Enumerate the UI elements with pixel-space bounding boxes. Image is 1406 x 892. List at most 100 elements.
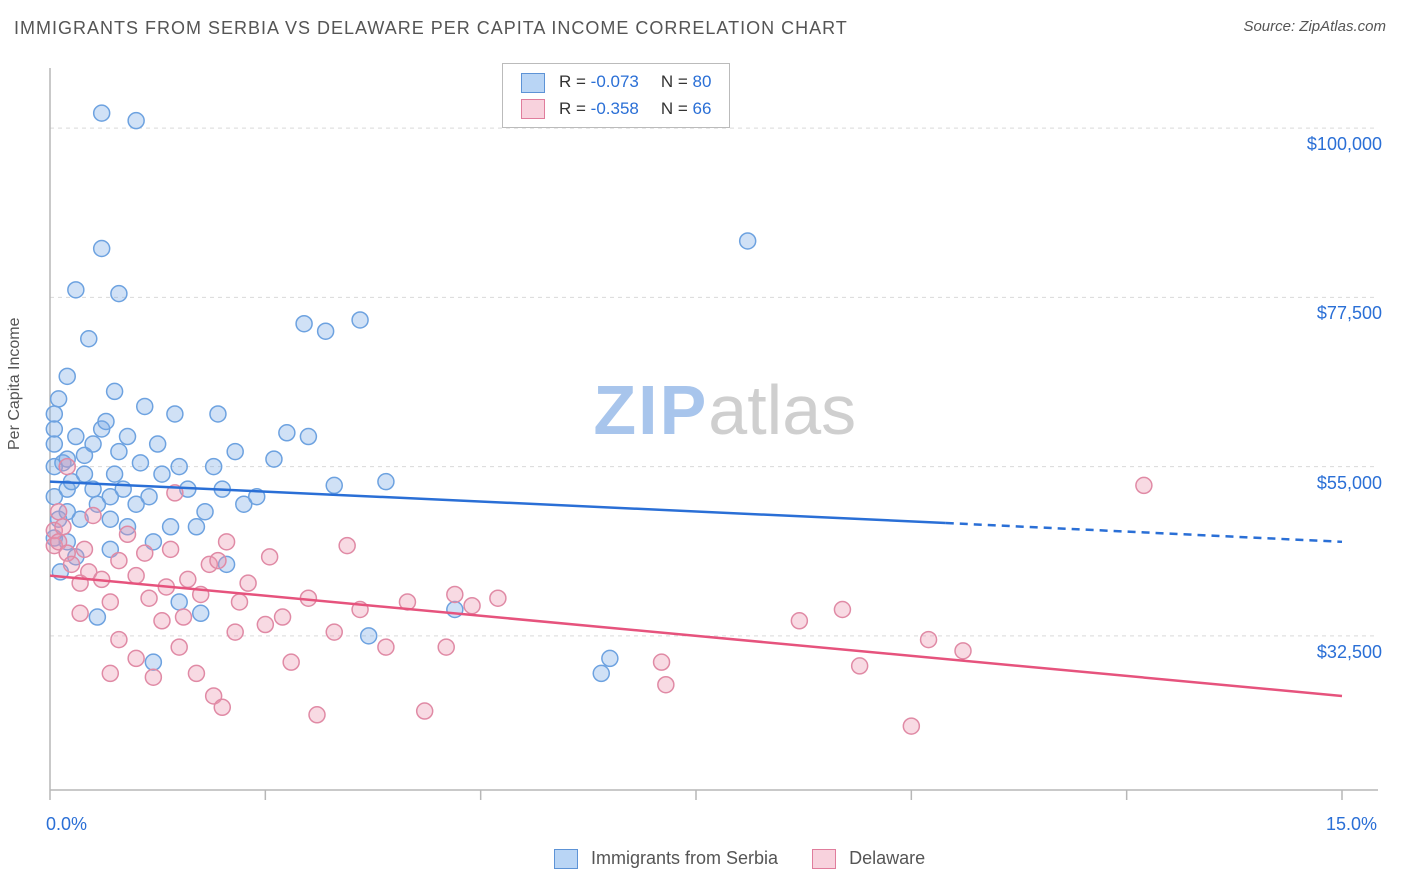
legend-row-delaware: R = -0.358N = 66 [515, 97, 717, 122]
legend-swatch-serbia [521, 73, 545, 93]
data-point-delaware [326, 624, 342, 640]
data-point-serbia [378, 474, 394, 490]
data-point-delaware [1136, 477, 1152, 493]
data-point-serbia [46, 406, 62, 422]
data-point-delaware [257, 617, 273, 633]
data-point-serbia [300, 429, 316, 445]
data-point-serbia [128, 113, 144, 129]
data-point-delaware [141, 590, 157, 606]
data-point-serbia [279, 425, 295, 441]
x-axis-min-label: 0.0% [46, 814, 87, 835]
data-point-delaware [64, 556, 80, 572]
data-point-serbia [210, 406, 226, 422]
y-tick-label: $32,500 [1282, 642, 1382, 663]
data-point-delaware [283, 654, 299, 670]
scatter-plot: ZIPatlas R = -0.073N = 80R = -0.358N = 6… [44, 60, 1384, 820]
data-point-delaware [214, 699, 230, 715]
legend-row-serbia: R = -0.073N = 80 [515, 70, 717, 95]
data-point-delaware [903, 718, 919, 734]
data-point-delaware [154, 613, 170, 629]
data-point-serbia [68, 429, 84, 445]
data-point-serbia [206, 459, 222, 475]
legend-swatch-delaware [521, 99, 545, 119]
data-point-delaware [210, 553, 226, 569]
data-point-delaware [111, 553, 127, 569]
data-point-serbia [361, 628, 377, 644]
n-label: N = [661, 99, 693, 118]
data-point-serbia [227, 444, 243, 460]
data-point-serbia [593, 665, 609, 681]
data-point-serbia [197, 504, 213, 520]
y-tick-label: $77,500 [1282, 303, 1382, 324]
data-point-delaware [219, 534, 235, 550]
data-point-delaware [188, 665, 204, 681]
data-point-delaware [72, 605, 88, 621]
data-point-serbia [68, 282, 84, 298]
n-value-serbia: 80 [693, 72, 712, 91]
data-point-serbia [154, 466, 170, 482]
data-point-delaware [51, 504, 67, 520]
data-point-serbia [171, 459, 187, 475]
data-point-delaware [120, 526, 136, 542]
data-point-serbia [46, 421, 62, 437]
trend-line-serbia-extrapolated [946, 523, 1342, 542]
data-point-serbia [46, 436, 62, 452]
data-point-serbia [602, 650, 618, 666]
data-point-delaware [102, 665, 118, 681]
data-point-delaware [852, 658, 868, 674]
data-point-delaware [921, 632, 937, 648]
data-point-serbia [326, 477, 342, 493]
data-point-delaware [438, 639, 454, 655]
data-point-delaware [128, 568, 144, 584]
data-point-delaware [76, 541, 92, 557]
data-point-delaware [378, 639, 394, 655]
data-point-delaware [447, 586, 463, 602]
data-point-delaware [163, 541, 179, 557]
y-tick-label: $100,000 [1282, 134, 1382, 155]
data-point-delaware [240, 575, 256, 591]
data-point-delaware [171, 639, 187, 655]
data-point-serbia [171, 594, 187, 610]
n-label: N = [661, 72, 693, 91]
data-point-serbia [89, 609, 105, 625]
legend-swatch-delaware [812, 849, 836, 869]
data-point-delaware [339, 538, 355, 554]
data-point-delaware [55, 519, 71, 535]
y-axis-label: Per Capita Income [6, 317, 24, 450]
data-point-serbia [59, 368, 75, 384]
r-value-serbia: -0.073 [591, 72, 639, 91]
series-legend: Immigrants from Serbia Delaware [554, 848, 959, 869]
data-point-serbia [120, 429, 136, 445]
data-point-delaware [262, 549, 278, 565]
data-point-delaware [128, 650, 144, 666]
data-point-serbia [266, 451, 282, 467]
data-point-serbia [163, 519, 179, 535]
data-point-serbia [85, 436, 101, 452]
data-point-serbia [132, 455, 148, 471]
data-point-serbia [94, 241, 110, 257]
n-value-delaware: 66 [693, 99, 712, 118]
data-point-delaware [658, 677, 674, 693]
source-attribution: Source: ZipAtlas.com [1243, 18, 1386, 35]
legend-label-serbia: Immigrants from Serbia [591, 848, 778, 868]
data-point-serbia [111, 444, 127, 460]
data-point-delaware [791, 613, 807, 629]
data-point-delaware [955, 643, 971, 659]
data-point-delaware [834, 602, 850, 618]
data-point-serbia [296, 316, 312, 332]
data-point-delaware [654, 654, 670, 670]
data-point-serbia [193, 605, 209, 621]
correlation-legend: R = -0.073N = 80R = -0.358N = 66 [502, 63, 730, 128]
data-point-delaware [176, 609, 192, 625]
legend-label-delaware: Delaware [849, 848, 925, 868]
data-point-serbia [81, 331, 97, 347]
data-point-delaware [464, 598, 480, 614]
plot-svg [44, 60, 1384, 820]
data-point-serbia [107, 383, 123, 399]
data-point-delaware [275, 609, 291, 625]
data-point-serbia [740, 233, 756, 249]
data-point-delaware [180, 571, 196, 587]
data-point-serbia [150, 436, 166, 452]
data-point-delaware [111, 632, 127, 648]
data-point-delaware [309, 707, 325, 723]
